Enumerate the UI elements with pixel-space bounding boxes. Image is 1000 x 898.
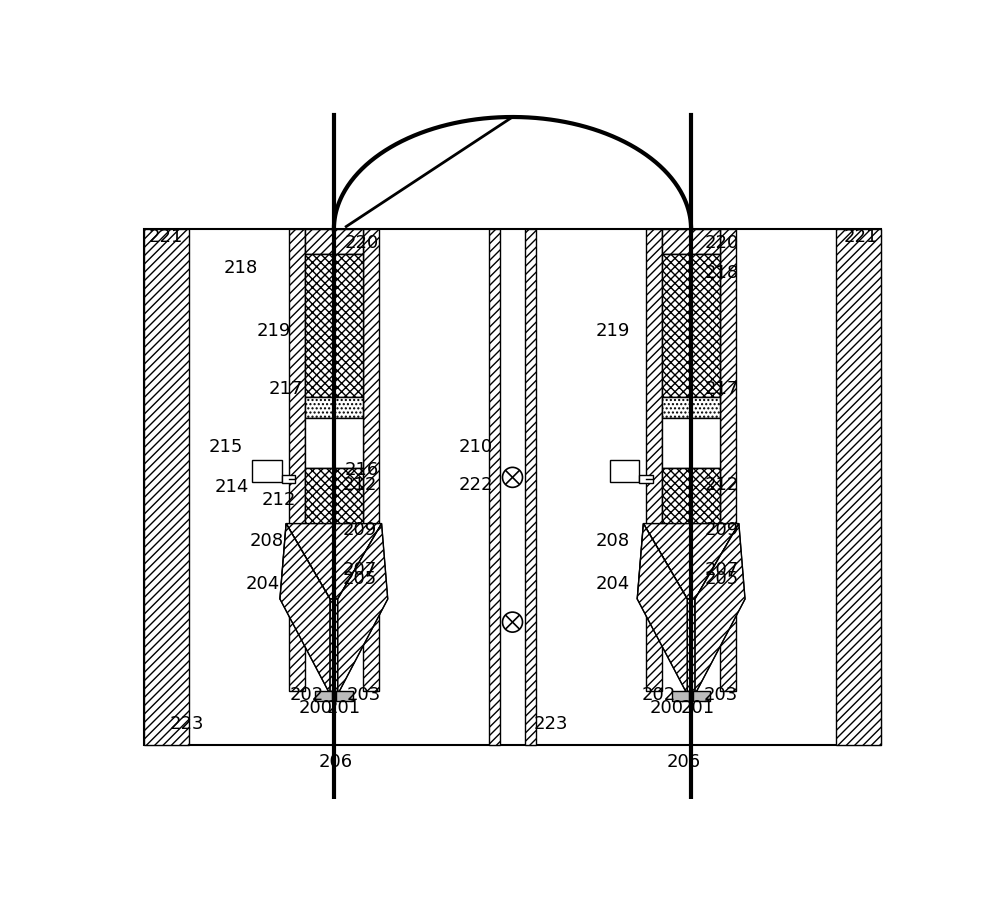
Bar — [720, 229, 736, 691]
Bar — [662, 418, 720, 468]
Polygon shape — [286, 524, 334, 599]
Bar — [305, 229, 363, 254]
Text: 202: 202 — [289, 685, 323, 703]
Bar — [672, 691, 689, 700]
Text: 202: 202 — [642, 685, 676, 703]
Polygon shape — [338, 524, 388, 691]
Bar — [836, 229, 881, 745]
Text: 212: 212 — [343, 476, 377, 494]
Text: 210: 210 — [459, 437, 493, 455]
Bar — [489, 229, 500, 745]
Text: 209: 209 — [343, 521, 377, 539]
Text: 217: 217 — [268, 380, 303, 398]
Text: 217: 217 — [705, 380, 739, 398]
Text: 216: 216 — [345, 461, 379, 479]
Bar — [363, 229, 379, 691]
Polygon shape — [334, 524, 382, 599]
Text: 214: 214 — [215, 478, 249, 496]
Text: 207: 207 — [705, 560, 739, 578]
Bar — [662, 229, 720, 254]
Text: 219: 219 — [596, 322, 630, 340]
Polygon shape — [691, 599, 697, 691]
Text: 201: 201 — [326, 700, 360, 718]
Text: 201: 201 — [680, 700, 714, 718]
Bar — [646, 229, 662, 691]
Bar — [662, 468, 720, 524]
Text: 209: 209 — [705, 521, 739, 539]
Bar — [662, 229, 720, 254]
Text: 203: 203 — [703, 685, 738, 703]
Bar — [305, 254, 363, 397]
Text: 218: 218 — [224, 259, 258, 277]
Text: 207: 207 — [343, 560, 377, 578]
Circle shape — [502, 612, 523, 632]
Text: 200: 200 — [298, 700, 332, 718]
Bar — [289, 229, 305, 691]
Bar — [305, 468, 363, 524]
Bar — [836, 229, 881, 745]
Text: 212: 212 — [705, 476, 739, 494]
Bar — [282, 475, 295, 483]
Bar — [144, 229, 189, 745]
Bar — [662, 397, 720, 418]
Bar — [525, 229, 536, 745]
Bar — [305, 418, 363, 468]
Circle shape — [502, 467, 523, 488]
Bar — [662, 468, 720, 524]
Bar — [305, 468, 363, 524]
Polygon shape — [334, 599, 339, 691]
Bar — [662, 397, 720, 418]
Text: 205: 205 — [343, 570, 377, 588]
Text: 208: 208 — [249, 532, 283, 550]
Polygon shape — [637, 524, 687, 599]
Bar — [720, 229, 736, 691]
Text: 220: 220 — [345, 233, 379, 251]
Text: 205: 205 — [705, 570, 739, 588]
Text: 206: 206 — [666, 753, 701, 771]
Polygon shape — [280, 524, 330, 599]
Text: 208: 208 — [596, 532, 630, 550]
Bar — [315, 691, 332, 700]
Text: 212: 212 — [261, 491, 296, 509]
Bar — [305, 397, 363, 418]
Bar — [336, 691, 353, 700]
Text: 219: 219 — [257, 322, 291, 340]
Bar — [646, 229, 662, 691]
Text: 223: 223 — [170, 715, 204, 733]
Bar — [363, 229, 379, 691]
Text: 221: 221 — [844, 228, 878, 246]
Text: 200: 200 — [650, 700, 684, 718]
Bar — [525, 229, 536, 745]
Text: 206: 206 — [318, 753, 353, 771]
Bar — [144, 229, 881, 745]
Polygon shape — [695, 524, 745, 691]
Bar — [144, 229, 189, 745]
Polygon shape — [643, 524, 691, 599]
Text: 223: 223 — [534, 715, 569, 733]
Polygon shape — [637, 524, 687, 691]
Polygon shape — [691, 524, 739, 599]
Text: 221: 221 — [149, 228, 183, 246]
Bar — [610, 461, 639, 482]
Bar — [305, 397, 363, 418]
Bar — [693, 691, 710, 700]
Text: 220: 220 — [705, 233, 739, 251]
Polygon shape — [328, 599, 334, 691]
Text: 203: 203 — [347, 685, 381, 703]
Text: 204: 204 — [245, 575, 280, 593]
Bar — [639, 475, 653, 483]
Text: 222: 222 — [459, 476, 493, 494]
Bar — [305, 229, 363, 254]
Bar — [252, 461, 282, 482]
Text: 215: 215 — [208, 437, 243, 455]
Polygon shape — [686, 599, 691, 691]
Text: 204: 204 — [596, 575, 630, 593]
Bar — [305, 254, 363, 397]
Bar — [289, 229, 305, 691]
Text: 218: 218 — [705, 264, 739, 282]
Bar — [662, 254, 720, 397]
Bar — [489, 229, 500, 745]
Polygon shape — [280, 524, 330, 691]
Bar — [662, 254, 720, 397]
